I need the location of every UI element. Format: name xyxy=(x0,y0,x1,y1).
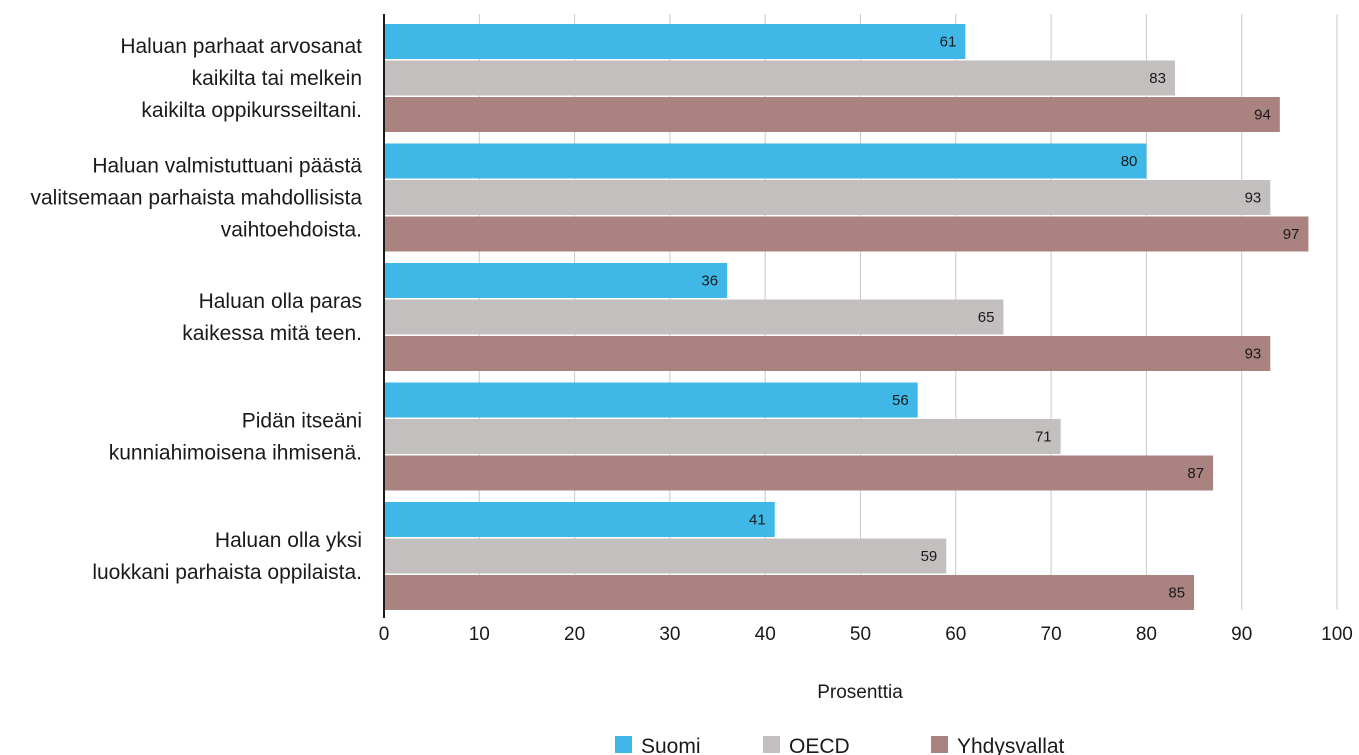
category-label-line: vaihtoehdoista. xyxy=(221,219,362,242)
category-label-line: Haluan olla paras xyxy=(199,290,362,313)
data-label: 59 xyxy=(921,548,938,565)
category-label-line: Pidän itseäni xyxy=(242,410,362,433)
bar-suomi xyxy=(384,263,728,298)
x-tick-label: 70 xyxy=(1041,624,1062,645)
x-tick-label: 90 xyxy=(1231,624,1252,645)
x-tick-label: 80 xyxy=(1136,624,1157,645)
category-label-line: Haluan parhaat arvosanat xyxy=(120,35,362,58)
data-label: 61 xyxy=(940,34,957,51)
bar-yhdysvallat xyxy=(384,336,1271,371)
x-tick-label: 50 xyxy=(850,624,871,645)
data-label: 65 xyxy=(978,309,995,326)
category-label-line: kaikessa mitä teen. xyxy=(182,322,362,345)
category-label: Haluan olla yksi luokkani parhaista oppil… xyxy=(92,529,362,584)
legend-label: OECD xyxy=(789,735,850,755)
x-tick-label: 0 xyxy=(379,624,390,645)
x-tick-label: 30 xyxy=(659,624,680,645)
data-label: 36 xyxy=(701,273,718,290)
category-label-line: kunniahimoisena ihmisenä. xyxy=(109,442,362,465)
data-label: 71 xyxy=(1035,429,1052,446)
x-tick-label: 40 xyxy=(755,624,776,645)
data-label: 56 xyxy=(892,392,909,409)
data-label: 80 xyxy=(1121,153,1138,170)
bar-suomi xyxy=(384,143,1147,179)
legend-swatch xyxy=(615,736,632,753)
legend-label: Yhdysvallat xyxy=(957,735,1065,755)
category-label: Haluan olla paras kaikessa mitä teen. xyxy=(182,290,362,345)
bar-oecd xyxy=(384,419,1061,454)
data-label: 85 xyxy=(1168,585,1185,602)
category-label: Haluan valmistuttuani päästä valitsemaan … xyxy=(31,155,363,242)
category-label-line: Haluan valmistuttuani päästä xyxy=(92,155,362,178)
bar-oecd xyxy=(384,538,947,574)
legend-label: Suomi xyxy=(641,735,701,755)
category-label: Haluan parhaat arvosanat kaikilta tai mel… xyxy=(120,35,362,122)
bar-yhdysvallat xyxy=(384,216,1309,252)
x-tick-label: 10 xyxy=(469,624,490,645)
bar-yhdysvallat xyxy=(384,575,1195,610)
legend-swatch xyxy=(763,736,780,753)
x-axis-title: Prosenttia xyxy=(817,682,903,703)
bar-oecd xyxy=(384,299,1004,335)
x-tick-label: 20 xyxy=(564,624,585,645)
category-label-line: Haluan olla yksi xyxy=(215,529,362,552)
data-label: 41 xyxy=(749,512,766,529)
bars: 61 83 94 80 93 97 36 65 93 56 71 87 41 59 85 xyxy=(384,24,1309,610)
bar-oecd xyxy=(384,60,1175,96)
data-label: 94 xyxy=(1254,107,1271,124)
data-label: 83 xyxy=(1149,70,1166,87)
category-label: Pidän itseäni kunniahimoisena ihmisenä. xyxy=(109,410,362,465)
legend: Suomi OECD Yhdysvallat xyxy=(615,735,1065,755)
bar-suomi xyxy=(384,382,918,418)
x-tick-label: 100 xyxy=(1321,624,1353,645)
bar-suomi xyxy=(384,24,966,59)
axes: 0 10 20 30 40 50 60 70 80 90 100 xyxy=(379,14,1353,645)
category-label-line: luokkani parhaista oppilaista. xyxy=(92,561,362,584)
bar-yhdysvallat xyxy=(384,455,1214,491)
x-tick-label: 60 xyxy=(945,624,966,645)
category-label-line: kaikilta tai melkein xyxy=(192,67,362,90)
data-label: 93 xyxy=(1245,190,1262,207)
category-label-line: valitsemaan parhaista mahdollisista xyxy=(31,187,363,210)
data-label: 97 xyxy=(1283,226,1300,243)
bar-oecd xyxy=(384,180,1271,215)
legend-swatch xyxy=(931,736,948,753)
bar-suomi xyxy=(384,502,775,537)
data-label: 87 xyxy=(1187,465,1204,482)
data-label: 93 xyxy=(1245,346,1262,363)
category-labels: Haluan parhaat arvosanat kaikilta tai mel… xyxy=(31,35,363,584)
bar-yhdysvallat xyxy=(384,97,1280,132)
category-label-line: kaikilta oppikursseiltani. xyxy=(141,99,362,122)
